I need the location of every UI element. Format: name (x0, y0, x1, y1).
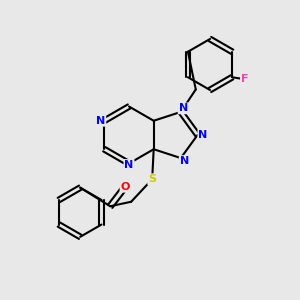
Text: S: S (148, 174, 156, 184)
Text: O: O (121, 182, 130, 192)
Text: N: N (178, 103, 188, 113)
Text: N: N (124, 160, 134, 170)
Text: N: N (96, 116, 105, 126)
Text: N: N (180, 156, 189, 166)
Text: N: N (198, 130, 208, 140)
Text: F: F (241, 74, 248, 84)
